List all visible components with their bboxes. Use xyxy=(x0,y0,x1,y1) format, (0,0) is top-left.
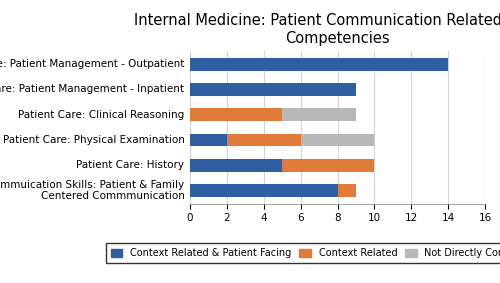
Bar xyxy=(190,134,227,146)
Legend: Context Related & Patient Facing, Context Related, Not Directly Context Related: Context Related & Patient Facing, Contex… xyxy=(106,243,500,263)
Bar xyxy=(282,159,374,171)
Bar xyxy=(190,184,338,197)
Bar xyxy=(338,184,356,197)
Title: Internal Medicine: Patient Communication Related Sub-
Competencies: Internal Medicine: Patient Communication… xyxy=(134,13,500,46)
Bar xyxy=(190,58,448,70)
Bar xyxy=(282,108,356,121)
Bar xyxy=(227,134,300,146)
Bar xyxy=(300,134,374,146)
Bar xyxy=(190,108,282,121)
Bar xyxy=(190,159,282,171)
Bar xyxy=(190,83,356,96)
